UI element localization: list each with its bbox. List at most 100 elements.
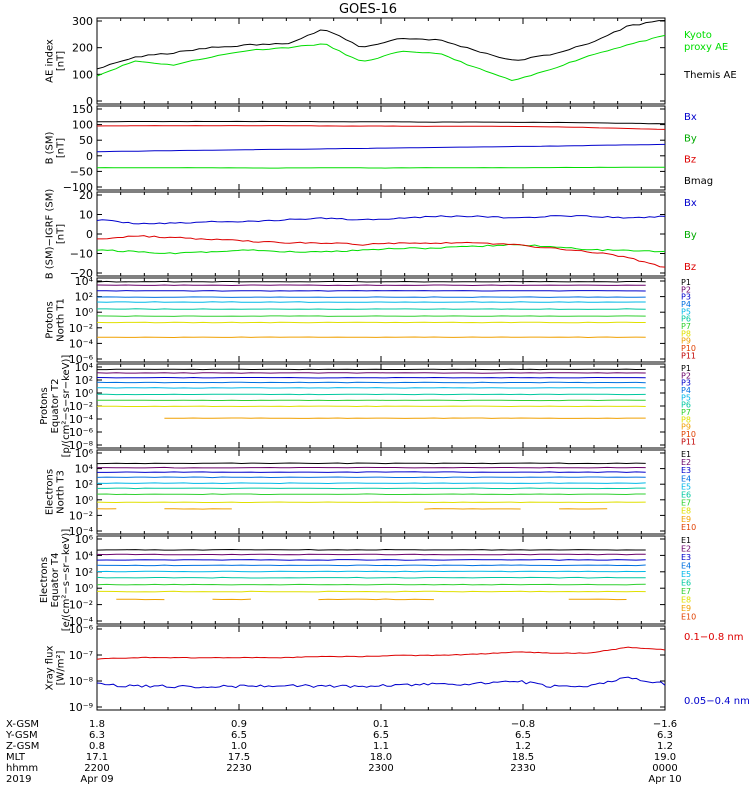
y-tick-label: 100 xyxy=(72,68,93,81)
series-bx-residual xyxy=(96,215,666,225)
y-tick-label: 0 xyxy=(86,150,93,163)
ephemeris-value: 2330 xyxy=(510,763,535,774)
channel-label: P11 xyxy=(681,437,696,446)
series-by-residual xyxy=(96,243,666,255)
series-e3 xyxy=(97,471,646,473)
ephemeris-value: 1.1 xyxy=(373,741,389,752)
channel-label: E10 xyxy=(681,523,696,532)
y-axis-label: [W/m²] xyxy=(56,650,67,685)
legend-label: Bz xyxy=(684,262,696,273)
ephemeris-value: 2200 xyxy=(84,763,109,774)
series-p3 xyxy=(96,290,646,292)
y-tick-label: 10⁰ xyxy=(75,306,94,319)
channel-label: P1 xyxy=(681,364,691,373)
channel-label: E3 xyxy=(681,553,691,562)
y-tick-label: 10⁻⁴ xyxy=(69,413,94,426)
channel-label: P6 xyxy=(681,401,691,410)
channel-label: P10 xyxy=(681,344,696,353)
channel-label: E10 xyxy=(681,613,696,622)
y-tick-label: 10⁻⁶ xyxy=(69,353,94,366)
y-tick-label: 10⁻² xyxy=(69,400,93,413)
y-tick-label: 10⁻² xyxy=(69,509,93,522)
ephemeris-value: 2300 xyxy=(368,763,393,774)
y-tick-label: 10⁶ xyxy=(75,533,94,546)
channel-label: P5 xyxy=(681,307,691,316)
series-p5 xyxy=(96,387,646,389)
panel-xray: 10⁻⁶ 10⁻⁷ 10⁻⁸ 10⁻⁹ Xray flux [W/m²] 0.1−0.8 n… xyxy=(45,623,750,714)
series-e1 xyxy=(96,548,646,551)
y-axis-label: AE index xyxy=(45,39,56,83)
legend-label: Bx xyxy=(684,112,697,123)
panel-frame xyxy=(96,17,666,105)
ephemeris-value: 19.0 xyxy=(654,752,676,763)
channel-label: E2 xyxy=(681,545,691,554)
channel-label: P3 xyxy=(681,293,691,302)
series-bx xyxy=(96,143,666,153)
series-e2 xyxy=(97,466,646,469)
ephemeris-value: 6.5 xyxy=(373,730,389,741)
series-p7 xyxy=(96,315,646,317)
channel-label: P8 xyxy=(681,329,691,338)
panel-bigrf: 20 10 0 −10 −20 B (SM)−IGRF (SM) [nT] Bx By Bz xyxy=(45,189,697,280)
series-e6 xyxy=(97,487,646,490)
y-tick-label: 10⁻² xyxy=(69,322,93,335)
ephemeris-row-label: 2019 xyxy=(6,774,31,785)
y-tick-label: 10⁴ xyxy=(75,361,94,374)
y-tick-label: 10⁻⁷ xyxy=(69,649,93,662)
panel-frame xyxy=(96,449,666,535)
channel-label: E1 xyxy=(681,450,691,459)
series-e9 xyxy=(568,598,627,601)
y-tick-label: 10⁴ xyxy=(75,463,94,476)
channel-label: P10 xyxy=(681,430,696,439)
panel-eeq: 10⁶ 10⁴ 10² 10⁰ 10⁻² 10⁻⁴ Electrons Equator T4[… xyxy=(39,529,696,632)
ephemeris-value: 1.0 xyxy=(231,741,247,752)
y-tick-label: 20 xyxy=(79,189,93,202)
series-p5 xyxy=(96,301,646,303)
series-p4 xyxy=(96,296,646,298)
ephemeris-value: 0.9 xyxy=(231,719,247,730)
ephemeris-value: 0.1 xyxy=(373,719,389,730)
ephemeris-value: 6.3 xyxy=(89,730,105,741)
ephemeris-table: X-GSM 1.8 0.9 0.1 −0.8 −1.6 Y-GSM 6.3 6.5 6.5 6.5 6… xyxy=(5,719,682,785)
y-tick-label: 10⁰ xyxy=(75,494,94,507)
ephemeris-row-label: hhmm xyxy=(6,763,38,774)
legend-label: Bx xyxy=(684,198,697,209)
series-xray-short xyxy=(96,676,666,689)
legend-label: proxy AE xyxy=(684,42,728,53)
panel-frame xyxy=(96,191,666,277)
series-bz-residual xyxy=(97,235,666,268)
channel-label: P7 xyxy=(681,322,691,331)
y-tick-label: 10⁻⁴ xyxy=(69,525,94,538)
ephemeris-row-label: MLT xyxy=(6,752,26,763)
series-e2 xyxy=(96,553,646,556)
y-tick-label: 10² xyxy=(75,374,93,387)
channel-label: E8 xyxy=(681,507,691,516)
legend-label: 0.05−0.4 nm xyxy=(684,696,750,707)
ephemeris-value: 2230 xyxy=(226,763,251,774)
ephemeris-value: Apr 09 xyxy=(80,774,113,785)
series-p6 xyxy=(97,308,646,310)
series-e9 xyxy=(212,598,252,601)
y-axis-label: [nT] xyxy=(56,224,67,244)
y-axis-label: Protons xyxy=(39,387,50,424)
series-e9 xyxy=(424,508,521,510)
y-tick-label: −10 xyxy=(70,248,93,261)
series-e8 xyxy=(96,501,646,504)
y-tick-label: 300 xyxy=(72,15,93,28)
y-tick-label: 200 xyxy=(72,42,93,55)
ephemeris-value: 17.1 xyxy=(86,752,108,763)
ephemeris-value: −0.8 xyxy=(511,719,535,730)
y-axis-label: North T3 xyxy=(56,470,67,514)
series-p8 xyxy=(96,321,646,324)
y-tick-label: 0 xyxy=(86,228,93,241)
y-tick-label: 10² xyxy=(75,291,93,304)
ephemeris-value: 18.5 xyxy=(512,752,534,763)
ephemeris-value: 1.2 xyxy=(657,741,673,752)
y-tick-label: 0 xyxy=(86,95,93,108)
series-e9 xyxy=(318,598,434,601)
plot-title: GOES-16 xyxy=(339,2,397,17)
channel-label: E6 xyxy=(681,491,691,500)
